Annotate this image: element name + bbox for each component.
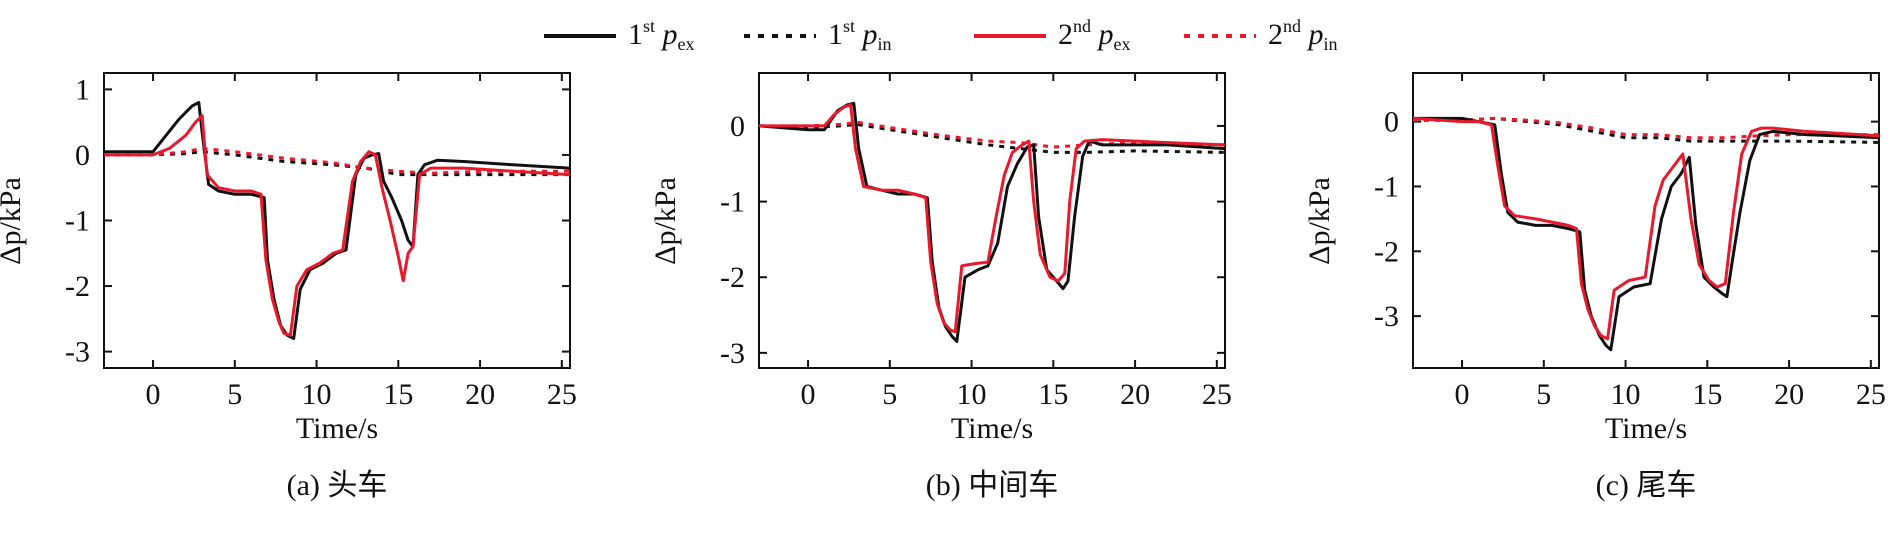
x-axis-label: Time/s <box>295 412 379 445</box>
y-tick-label: -2 <box>720 261 745 294</box>
plot-frame <box>1412 72 1880 369</box>
legend-item: 1st pex <box>540 10 750 66</box>
y-tick-label: -1 <box>1374 170 1399 203</box>
series-line-1st_pex <box>759 101 1225 343</box>
legend-item: 2nd pin <box>1180 10 1390 66</box>
panel-caption: (a) 头车 <box>286 469 388 502</box>
legend: 1st pex 1st pin 2nd pex 2nd pin <box>540 10 1400 66</box>
legend-swatch <box>974 34 1046 38</box>
series-line-2nd_pex <box>1413 116 1879 341</box>
legend-label: 1st pin <box>828 16 892 54</box>
x-tick-label: 5 <box>227 378 242 411</box>
panel-caption: (b) 中间车 <box>925 469 1059 502</box>
x-axis-label: Time/s <box>1604 412 1688 445</box>
x-tick-label: 0 <box>146 378 161 411</box>
series-line-2nd_pin <box>1413 116 1879 140</box>
y-tick-label: -3 <box>65 336 90 369</box>
y-tick-label: -2 <box>1374 235 1399 268</box>
x-tick-label: 15 <box>1692 378 1722 411</box>
y-tick-label: -1 <box>65 205 90 238</box>
plot-panel-3: 0 5 10 15 20 25 0 -1 -2 -3 <box>1374 72 1886 411</box>
x-tick-label: 10 <box>957 378 987 411</box>
x-tick-label: 15 <box>383 378 413 411</box>
legend-swatch <box>1184 34 1256 38</box>
legend-label: 1st pex <box>628 16 695 54</box>
y-tick-label: -1 <box>720 186 745 219</box>
legend-label: 2nd pin <box>1268 16 1338 54</box>
x-tick-label: 25 <box>1856 378 1886 411</box>
x-tick-label: 20 <box>1120 378 1150 411</box>
series-line-2nd_pex <box>104 114 570 337</box>
y-tick-label: 1 <box>75 73 90 106</box>
x-tick-label: 0 <box>801 378 816 411</box>
y-axis-label: Δp/kPa <box>0 176 27 265</box>
x-tick-label: 5 <box>882 378 897 411</box>
panel-caption: (c) 尾车 <box>1595 469 1697 502</box>
series-line-1st_pin <box>759 122 1225 154</box>
y-tick-label: 0 <box>1384 106 1399 139</box>
x-tick-label: 25 <box>1202 378 1232 411</box>
x-tick-label: 20 <box>1774 378 1804 411</box>
y-tick-label: -2 <box>65 270 90 303</box>
y-tick-label: -3 <box>720 337 745 370</box>
x-tick-label: 10 <box>1611 378 1641 411</box>
x-tick-label: 10 <box>302 378 332 411</box>
series-line-2nd_pex <box>759 103 1225 334</box>
legend-swatch <box>544 34 616 38</box>
x-tick-label: 5 <box>1536 378 1551 411</box>
y-tick-label: 0 <box>730 110 745 143</box>
y-axis-label: Δp/kPa <box>1303 176 1336 265</box>
series-line-1st_pex <box>1413 116 1879 352</box>
legend-swatch <box>744 34 816 38</box>
plot-panel-2: 0 5 10 15 20 25 0 -1 -2 -3 <box>720 72 1232 411</box>
x-tick-label: 25 <box>547 378 577 411</box>
legend-label: 2nd pex <box>1058 16 1131 54</box>
plot-frame <box>103 72 571 369</box>
legend-item: 2nd pex <box>970 10 1180 66</box>
plot-frame <box>758 72 1226 369</box>
y-tick-label: 0 <box>75 139 90 172</box>
x-tick-label: 0 <box>1455 378 1470 411</box>
y-axis-label: Δp/kPa <box>649 176 682 265</box>
x-axis-label: Time/s <box>950 412 1034 445</box>
series-line-1st_pex <box>104 101 570 340</box>
y-tick-label: -3 <box>1374 300 1399 333</box>
x-tick-label: 20 <box>465 378 495 411</box>
legend-item: 1st pin <box>740 10 950 66</box>
x-tick-label: 15 <box>1038 378 1068 411</box>
